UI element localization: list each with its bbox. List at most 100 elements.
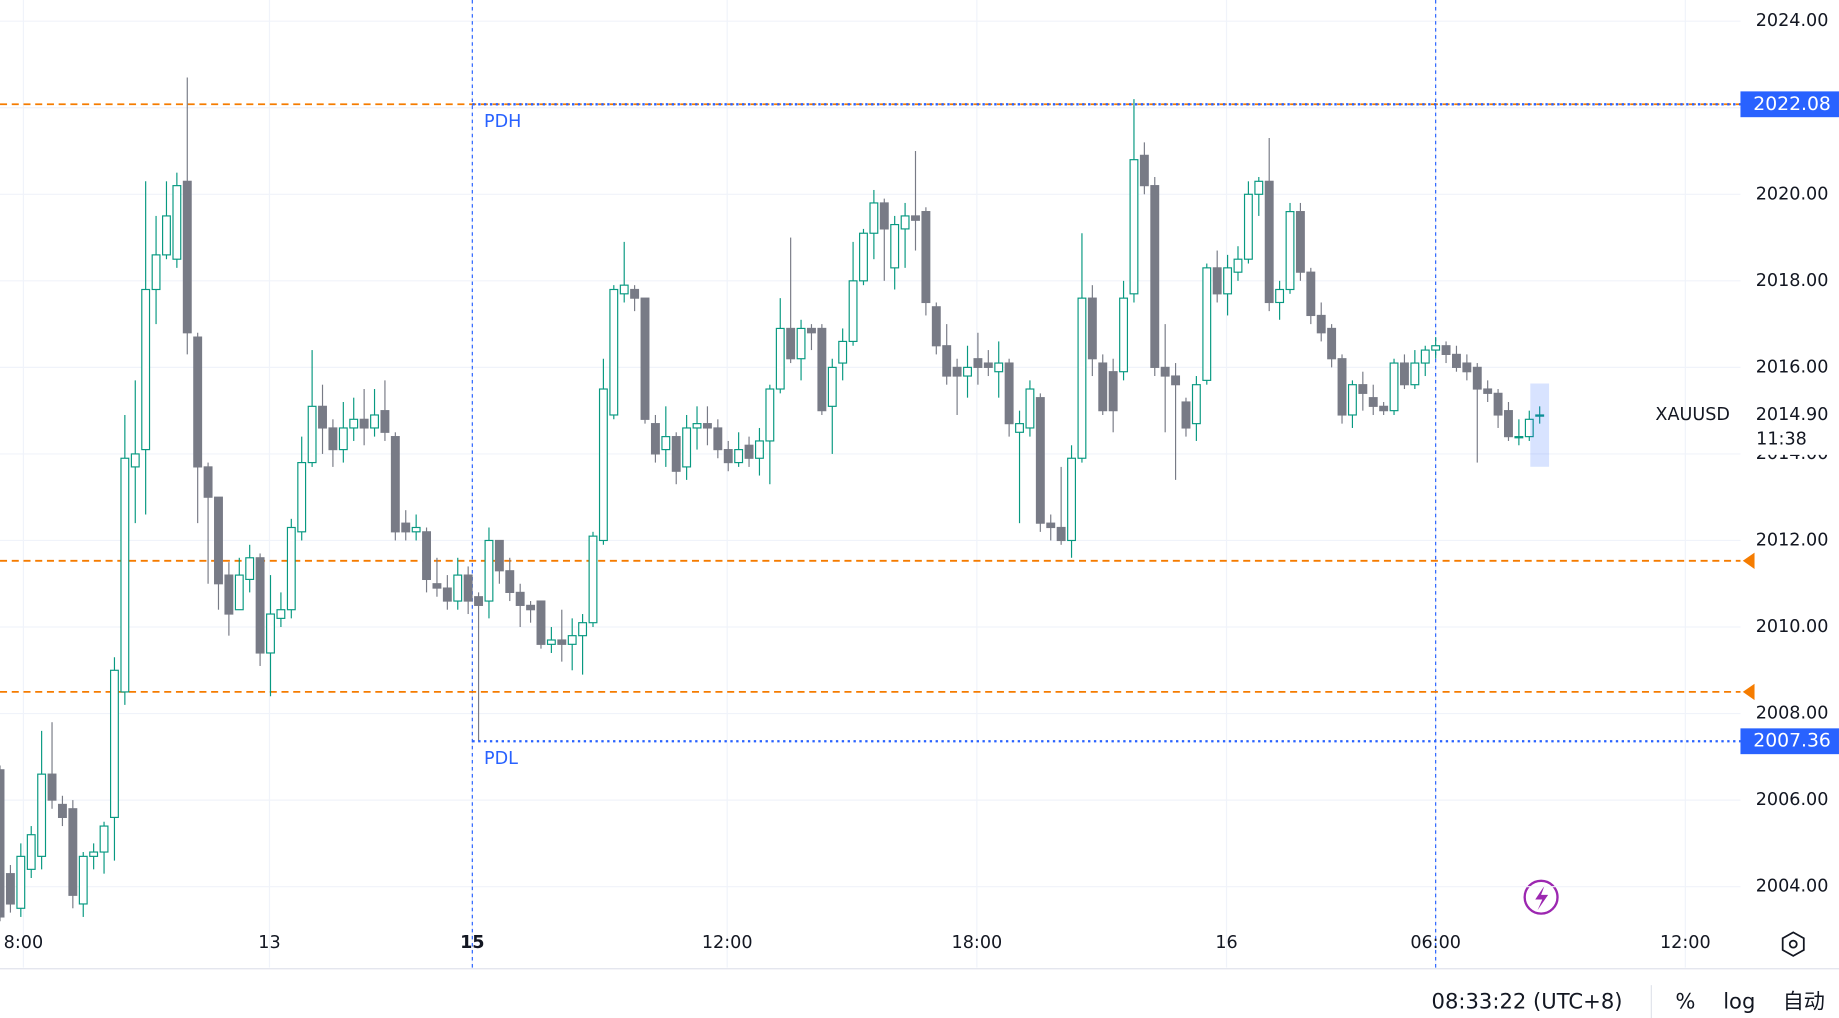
candle-body (328, 427, 338, 451)
candle-body (578, 622, 588, 637)
candle-body (255, 557, 265, 654)
candle-body (1056, 526, 1066, 542)
y-tick-label: 2024.00 (1756, 11, 1829, 31)
candle-body (1119, 297, 1129, 373)
candle-body (453, 574, 463, 602)
candle-body (1504, 410, 1513, 438)
candle-body (1233, 258, 1243, 273)
candle-body (900, 215, 910, 230)
alert-icon[interactable] (1523, 879, 1559, 915)
candle-body (422, 531, 432, 581)
candle-body (141, 288, 151, 451)
prev-day-name: PDH (484, 112, 521, 132)
candle-body (848, 280, 858, 343)
candle-body (1347, 384, 1357, 416)
candle-body (442, 587, 452, 602)
candle-body (765, 388, 775, 442)
x-tick-label: 06:00 (1410, 933, 1461, 953)
candle-body (1160, 366, 1170, 377)
candle-body (47, 773, 57, 801)
alert-bolt (1535, 885, 1549, 911)
candle-body (1358, 384, 1368, 394)
candle-body (1264, 180, 1274, 304)
candle-body (1410, 362, 1420, 386)
candle-body (1327, 327, 1337, 360)
price-tag-label: 2022.08 (1753, 94, 1831, 115)
candle-body (214, 496, 223, 585)
candle-body (1399, 362, 1409, 386)
candle-body (89, 851, 99, 857)
y-tick-label: 2010.00 (1756, 617, 1829, 637)
candle-body (234, 574, 244, 611)
last-candle-highlight (1530, 383, 1550, 467)
candle-body (1223, 267, 1233, 295)
candle-body (172, 185, 182, 260)
candle-body (526, 604, 536, 611)
candle-body (921, 211, 931, 304)
y-tick-label: 2020.00 (1756, 184, 1829, 204)
candle-body (650, 423, 660, 455)
last-price-label: 2014.90 (1756, 405, 1829, 425)
candle-body (963, 366, 972, 377)
candle-body (1368, 397, 1378, 407)
candle-body (0, 769, 5, 918)
candle-body (557, 639, 567, 645)
candle-body (1379, 405, 1389, 412)
candle-body (1129, 159, 1139, 295)
candle-body (1077, 297, 1087, 459)
candle-body (702, 423, 712, 429)
candle-body (1254, 180, 1264, 195)
candle-body (661, 436, 671, 451)
candle-body (931, 306, 941, 347)
candle-body (484, 539, 494, 602)
candle-body (26, 834, 36, 870)
candle-body (318, 405, 327, 429)
candle-body (1191, 384, 1201, 425)
percent-button[interactable]: % (1675, 989, 1695, 1014)
candle-body (130, 453, 140, 468)
candle-body (1067, 457, 1077, 542)
candle-body (1295, 211, 1305, 273)
candle-body (494, 539, 504, 572)
candle-body (120, 457, 130, 693)
candle-body (515, 591, 525, 606)
candle-body (359, 418, 369, 429)
candle-body (1243, 193, 1253, 260)
candle-body (775, 327, 785, 390)
candle-body (796, 327, 806, 360)
candle-body (1483, 388, 1493, 394)
candle-body (1139, 154, 1149, 187)
candle-body (78, 855, 88, 905)
candle-body (869, 202, 879, 234)
candle-body (297, 461, 307, 533)
y-tick-label: 2016.00 (1756, 357, 1829, 377)
candle-body (1046, 522, 1056, 529)
candle-body (401, 522, 411, 533)
settings-icon-center (1788, 939, 1798, 949)
candle-body (1098, 362, 1108, 412)
candle-body (338, 427, 348, 451)
x-tick-label: 15 (460, 933, 484, 953)
candle-body (432, 583, 442, 589)
candle-body (307, 405, 317, 464)
candle-body (598, 388, 608, 542)
candle-body (754, 440, 764, 459)
candle-body (786, 327, 796, 360)
candle-body (266, 613, 275, 654)
candle-body (1035, 397, 1045, 524)
x-tick-label: 13 (258, 933, 280, 953)
candle-body (37, 773, 47, 857)
candle-body (1015, 423, 1024, 433)
candle-body (744, 444, 754, 459)
log-button[interactable]: log (1723, 989, 1755, 1014)
candle-body (609, 288, 619, 416)
candle-body (1202, 267, 1212, 381)
last-price-box (1747, 400, 1839, 455)
y-tick-label: 2006.00 (1756, 790, 1829, 810)
x-tick-label: 18:00 (952, 933, 1003, 953)
auto-button[interactable]: 自动 (1783, 989, 1825, 1014)
settings-icon[interactable] (1781, 931, 1805, 957)
candle-body (723, 449, 733, 464)
price-tag (1740, 91, 1839, 118)
